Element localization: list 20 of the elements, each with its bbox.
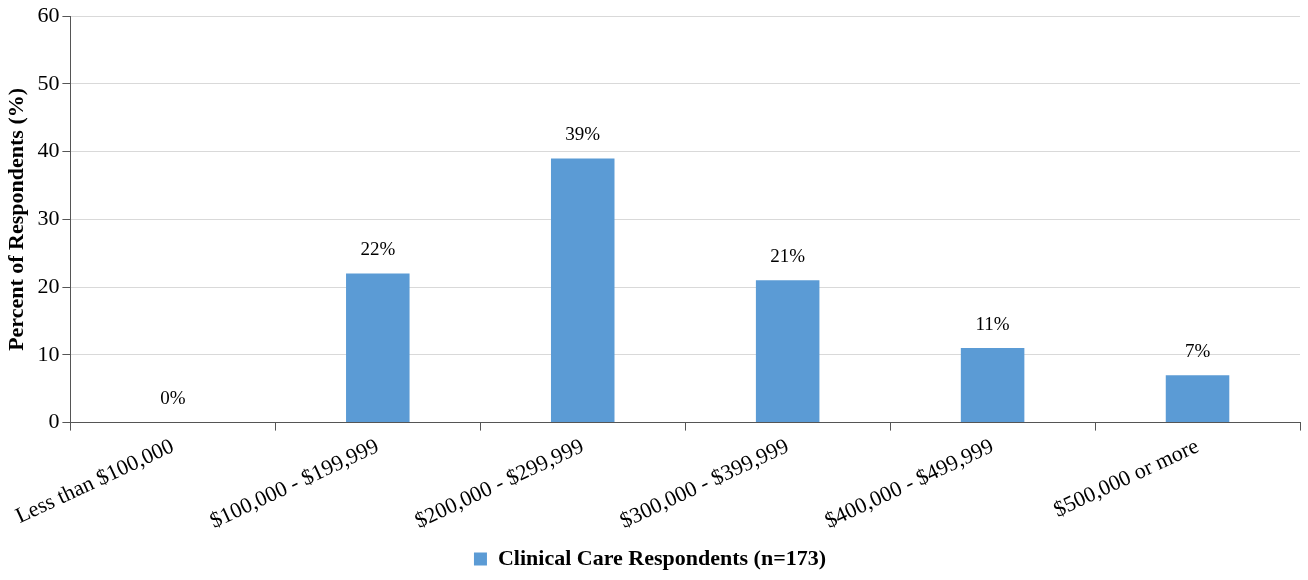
data-label: 21% bbox=[770, 244, 806, 266]
y-tick-label: 60 bbox=[37, 1, 60, 27]
bar bbox=[1165, 375, 1230, 423]
y-tick-label: 40 bbox=[37, 137, 60, 163]
y-tick-label: 0 bbox=[48, 408, 60, 434]
data-label: 22% bbox=[360, 238, 396, 260]
data-label: 39% bbox=[565, 122, 601, 144]
y-axis-title: Percent of Respondents (%) bbox=[2, 87, 28, 351]
legend-label: Clinical Care Respondents (n=173) bbox=[497, 544, 827, 570]
y-tick-label: 20 bbox=[37, 272, 60, 298]
y-tick-label: 10 bbox=[37, 340, 60, 366]
y-tick-label: 30 bbox=[37, 205, 60, 231]
bar bbox=[755, 280, 820, 423]
bar bbox=[346, 273, 410, 423]
y-tick-label: 50 bbox=[37, 69, 60, 95]
data-label: 7% bbox=[1184, 339, 1211, 361]
bar bbox=[960, 348, 1025, 423]
data-label: 11% bbox=[975, 312, 1010, 334]
bar bbox=[550, 158, 615, 423]
data-label: 0% bbox=[160, 387, 186, 409]
